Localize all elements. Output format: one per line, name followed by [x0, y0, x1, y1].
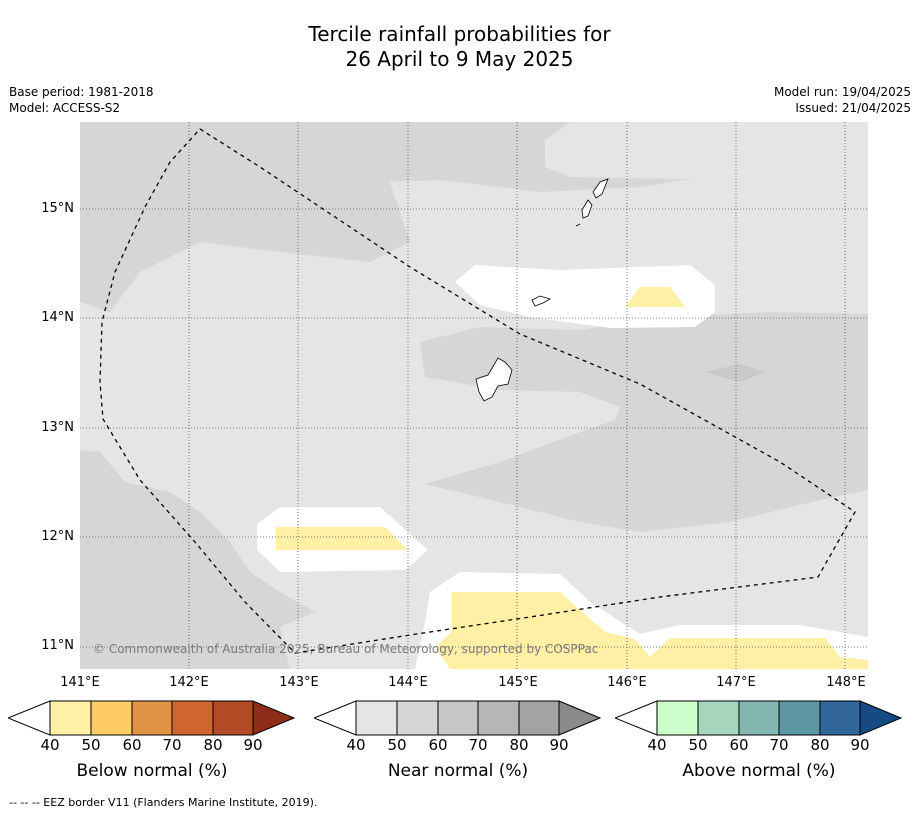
colorbar-above-max-arrow	[859, 700, 903, 736]
tinian-island	[581, 199, 593, 219]
below-normal-patch-south	[435, 592, 868, 669]
colorbar-near-tick: 70	[468, 736, 488, 754]
colorbar-above-tick: 60	[729, 736, 749, 754]
colorbar-above-title: Above normal (%)	[682, 761, 836, 781]
title-line-1: Tercile rainfall probabilities for	[308, 22, 611, 46]
copyright-text: © Commonwealth of Australia 2025, Bureau…	[93, 642, 598, 656]
colorbar-above-tick: 40	[647, 736, 667, 754]
rainfall-map: © Commonwealth of Australia 2025, Bureau…	[80, 122, 868, 669]
colorbar-below-seg-80	[212, 700, 254, 736]
colorbar-near-tick: 80	[509, 736, 529, 754]
lon-label-148e: 148°E	[826, 675, 866, 690]
colorbar-near-seg-70	[477, 700, 520, 736]
colorbar-below-min-arrow	[8, 700, 51, 736]
lon-label-143e: 143°E	[279, 675, 319, 690]
lon-label-142e: 142°E	[169, 675, 209, 690]
white-region-north	[455, 265, 715, 328]
near-normal-patch	[705, 364, 765, 382]
lat-label-12n: 12°N	[41, 529, 74, 544]
metadata-left: Base period: 1981-2018 Model: ACCESS-S2	[9, 84, 154, 116]
map-title: Tercile rainfall probabilities for 26 Ap…	[0, 22, 919, 72]
colorbar-near-min-arrow	[314, 700, 357, 736]
colorbar-below-tick: 80	[203, 736, 223, 754]
colorbar-below-tick: 50	[81, 736, 101, 754]
colorbar-above-tick: 50	[688, 736, 708, 754]
model-text: Model: ACCESS-S2	[9, 101, 121, 115]
colorbar-below-max-arrow	[252, 700, 296, 736]
colorbar-below-seg-70	[171, 700, 214, 736]
colorbar-below-seg-60	[131, 700, 173, 736]
below-normal-patch-west	[276, 527, 408, 550]
near-normal-region-nw	[80, 122, 410, 312]
colorbar-below-seg-40	[49, 700, 92, 736]
colorbar-near-seg-40	[355, 700, 398, 736]
colorbar-above-tick: 90	[850, 736, 870, 754]
colorbar-below-tick: 70	[162, 736, 182, 754]
title-line-2: 26 April to 9 May 2025	[345, 47, 574, 71]
rota-island	[531, 295, 552, 307]
colorbar-near-seg-80	[518, 700, 560, 736]
base-period-text: Base period: 1981-2018	[9, 85, 154, 99]
near-normal-region-east	[420, 312, 868, 532]
colorbar-near-max-arrow	[558, 700, 602, 736]
lat-label-14n: 14°N	[41, 310, 74, 325]
colorbar-near-seg-50	[396, 700, 439, 736]
lat-label-15n: 15°N	[41, 201, 74, 216]
eez-border	[99, 128, 856, 654]
saipan-island	[592, 178, 609, 199]
islands	[475, 178, 609, 402]
colorbar-above-min-arrow	[615, 700, 658, 736]
guam-island	[475, 357, 513, 402]
colorbar-near-title: Near normal (%)	[387, 761, 529, 781]
lon-label-141e: 141°E	[60, 675, 100, 690]
colorbar-above-seg-70	[778, 700, 821, 736]
colorbar-below-tick: 40	[40, 736, 60, 754]
eez-footnote: -- -- -- EEZ border V11 (Flanders Marine…	[9, 796, 318, 809]
colorbar-near-tick: 60	[428, 736, 448, 754]
colorbar-below-normal	[8, 700, 296, 736]
near-normal-region-north	[390, 122, 692, 192]
colorbar-above-seg-50	[697, 700, 740, 736]
lat-label-13n: 13°N	[41, 420, 74, 435]
colorbar-above-seg-80	[819, 700, 861, 736]
lat-label-11n: 11°N	[41, 638, 74, 653]
model-run-text: Model run: 19/04/2025	[773, 85, 911, 99]
colorbar-near-normal	[314, 700, 602, 736]
lon-label-144e: 144°E	[388, 675, 428, 690]
colorbar-above-seg-60	[738, 700, 780, 736]
lon-label-146e: 146°E	[607, 675, 647, 690]
lon-label-147e: 147°E	[716, 675, 756, 690]
colorbar-near-tick: 90	[549, 736, 569, 754]
colorbar-near-seg-60	[437, 700, 479, 736]
map-gridlines	[80, 122, 868, 669]
issued-text: Issued: 21/04/2025	[795, 101, 911, 115]
colorbar-above-tick: 70	[769, 736, 789, 754]
metadata-right: Model run: 19/04/2025 Issued: 21/04/2025	[774, 84, 911, 116]
colorbar-above-seg-40	[656, 700, 699, 736]
lon-label-145e: 145°E	[498, 675, 538, 690]
colorbar-near-tick: 50	[387, 736, 407, 754]
colorbar-below-seg-50	[90, 700, 133, 736]
colorbar-below-title: Below normal (%)	[76, 761, 228, 781]
colorbar-above-tick: 80	[810, 736, 830, 754]
colorbar-below-tick: 90	[243, 736, 263, 754]
colorbar-below-tick: 60	[122, 736, 142, 754]
below-normal-patch-north	[625, 287, 685, 307]
aguijan-island	[575, 223, 581, 227]
colorbar-above-normal	[615, 700, 903, 736]
colorbar-near-tick: 40	[346, 736, 366, 754]
